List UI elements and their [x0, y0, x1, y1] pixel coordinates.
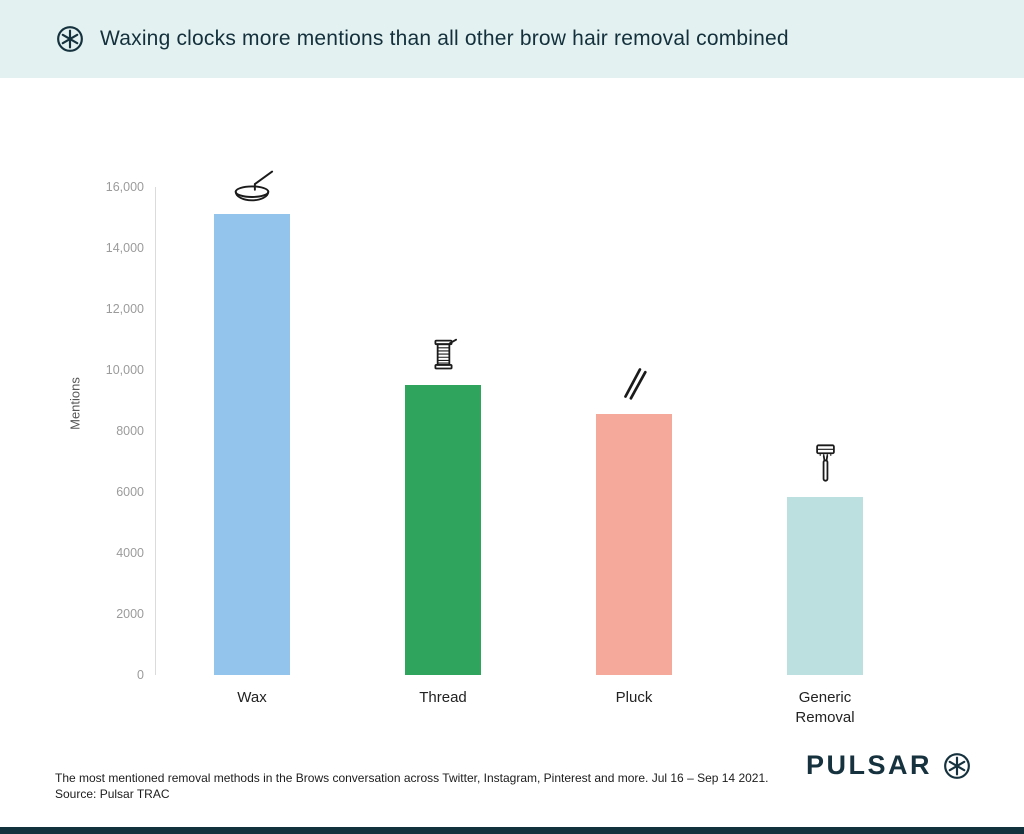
bar-pluck	[596, 414, 672, 675]
chart-source: Source: Pulsar TRAC	[55, 787, 170, 802]
y-tick-label: 8000	[116, 424, 144, 438]
footer-captions: The most mentioned removal methods in th…	[55, 770, 768, 802]
y-tick-label: 14,000	[105, 241, 144, 255]
chart-caption: The most mentioned removal methods in th…	[55, 771, 769, 785]
pulsar-wordmark: PULSAR	[805, 750, 932, 780]
y-tick-label: 12,000	[105, 302, 144, 316]
bar-generic	[787, 497, 863, 675]
y-axis-label: Mentions	[67, 377, 83, 430]
bar-wax	[214, 214, 290, 675]
pulsar-mark-icon	[55, 24, 85, 54]
pulsar-mark-icon	[942, 751, 972, 781]
y-tick-label: 10,000	[105, 363, 144, 377]
wax-pot-icon	[227, 168, 277, 202]
y-tick-label: 2000	[116, 607, 144, 621]
y-tick-label: 4000	[116, 546, 144, 560]
plot-area: 0 2000 4000 6000 8000 10,000 12,000 14,000 16,00…	[106, 170, 956, 726]
y-tick-label: 6000	[116, 485, 144, 499]
bottom-accent-bar	[0, 827, 1024, 834]
x-category-label: Generic Removal	[795, 689, 855, 726]
y-tick-label: 16,000	[105, 180, 144, 194]
y-tick-label: 0	[137, 668, 144, 682]
chart-title: Waxing clocks more mentions than all oth…	[100, 27, 789, 50]
x-category-label: Wax	[237, 689, 267, 706]
tweezers-icon	[609, 364, 659, 402]
pulsar-logo: PULSAR	[806, 750, 972, 781]
bar-thread	[405, 385, 481, 675]
x-category-label: Thread	[419, 689, 467, 706]
razor-icon	[800, 441, 850, 485]
thread-spool-icon	[418, 337, 468, 373]
x-category-label: Pluck	[615, 689, 653, 706]
header: Waxing clocks more mentions than all oth…	[0, 0, 1024, 78]
